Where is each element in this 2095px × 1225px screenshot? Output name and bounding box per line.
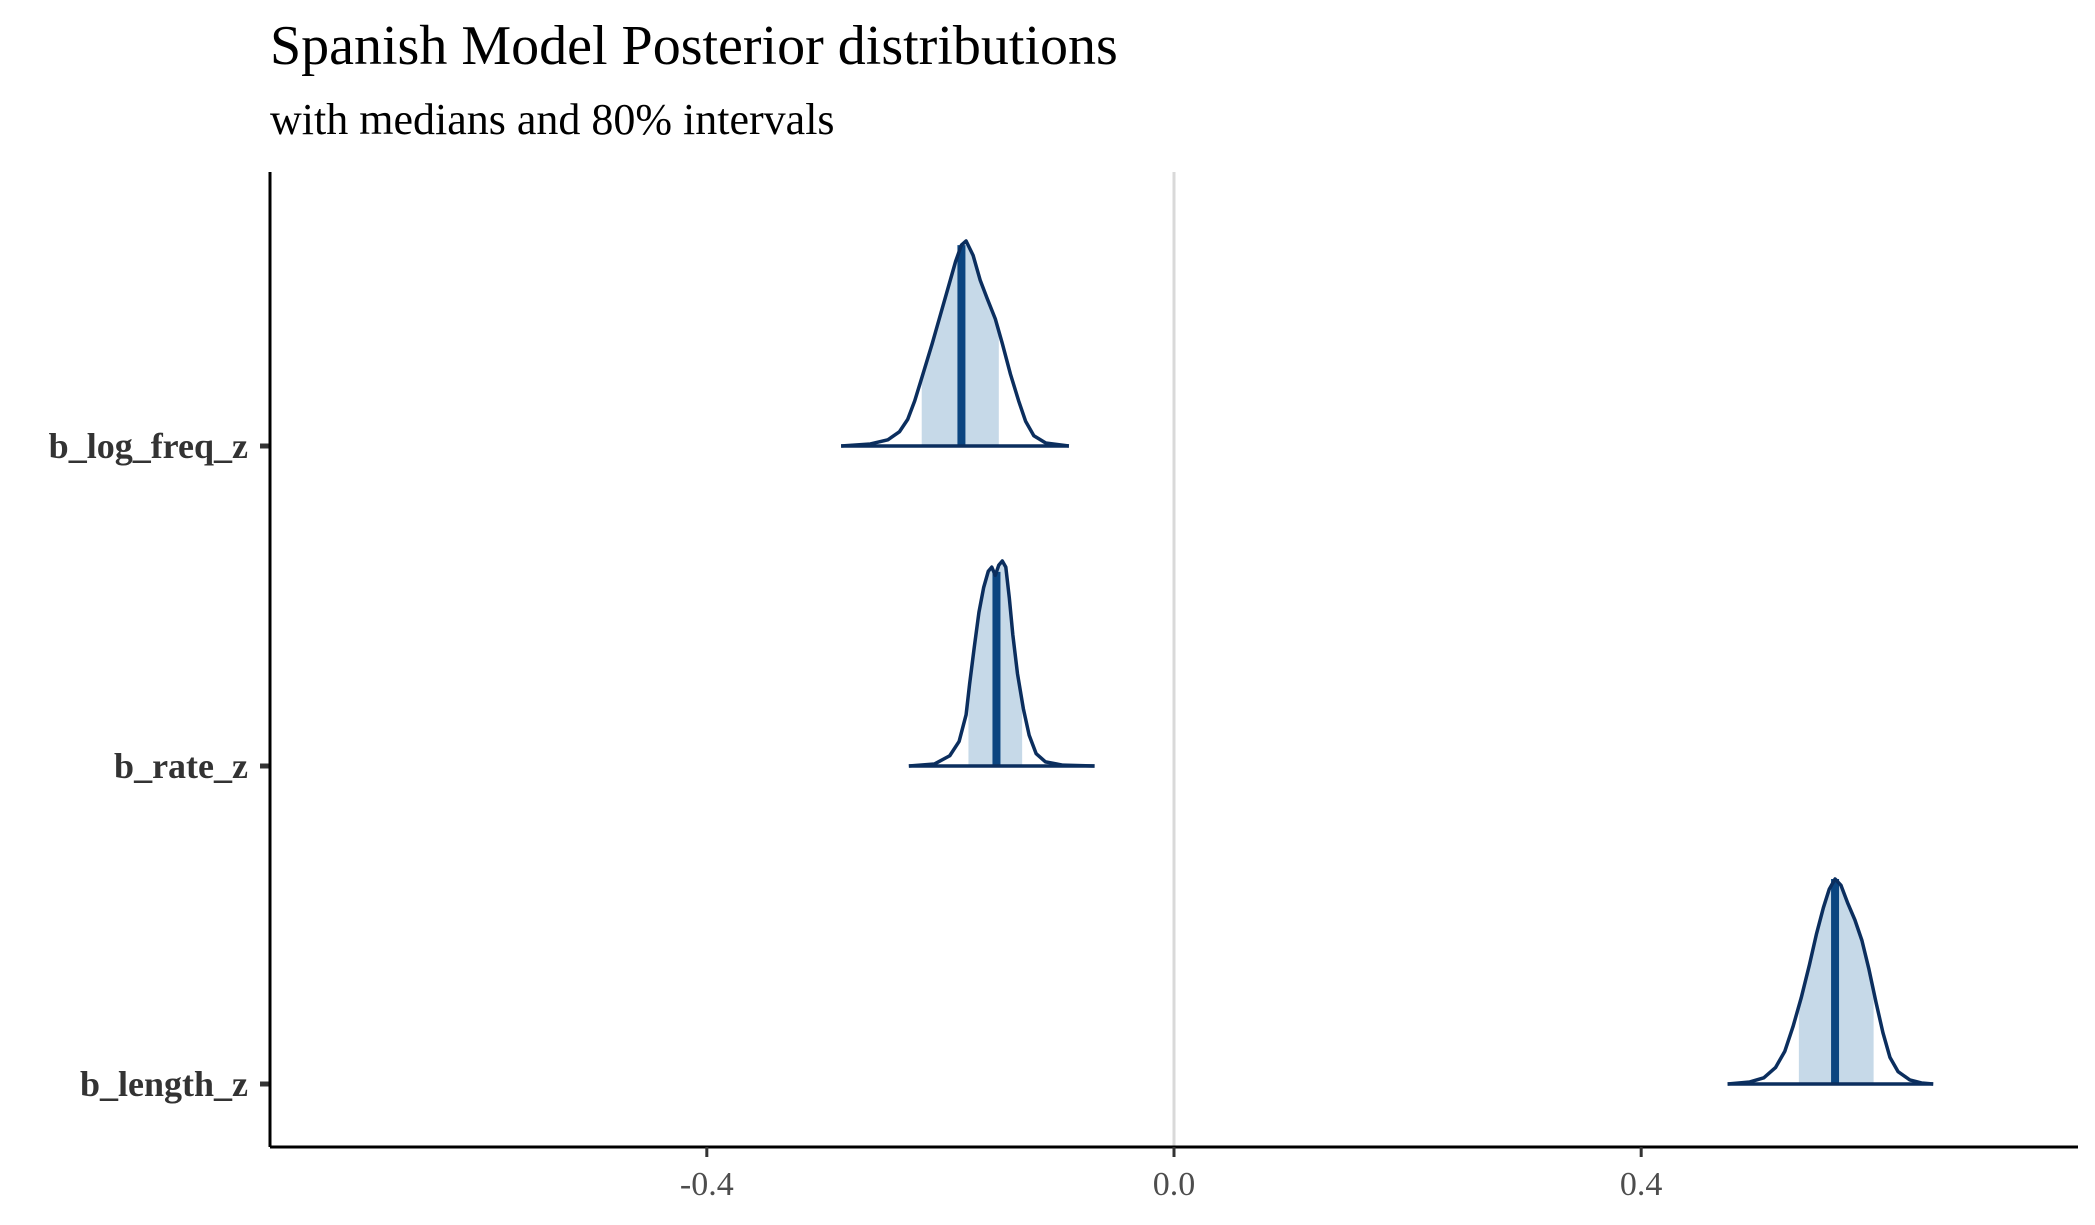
- chart-title: Spanish Model Posterior distributions: [270, 15, 1118, 77]
- density-b_length_z: [1727, 877, 1934, 1086]
- x-tick-label: 0.0: [1153, 1166, 1196, 1203]
- density-curve-b_length_z: [1727, 877, 1934, 1086]
- density-curve-b_rate_z: [908, 559, 1095, 768]
- density-curve-b_log_freq_z: [841, 239, 1070, 448]
- y-tick-label-b_length_z: b_length_z: [80, 1064, 248, 1104]
- chart-subtitle: with medians and 80% intervals: [270, 95, 835, 144]
- y-tick-label-b_rate_z: b_rate_z: [114, 746, 248, 786]
- density-b_rate_z: [908, 559, 1095, 768]
- y-tick-label-b_log_freq_z: b_log_freq_z: [49, 426, 248, 466]
- x-tick-label: 0.4: [1620, 1166, 1663, 1203]
- x-tick-label: -0.4: [680, 1166, 734, 1203]
- density-b_log_freq_z: [841, 239, 1070, 448]
